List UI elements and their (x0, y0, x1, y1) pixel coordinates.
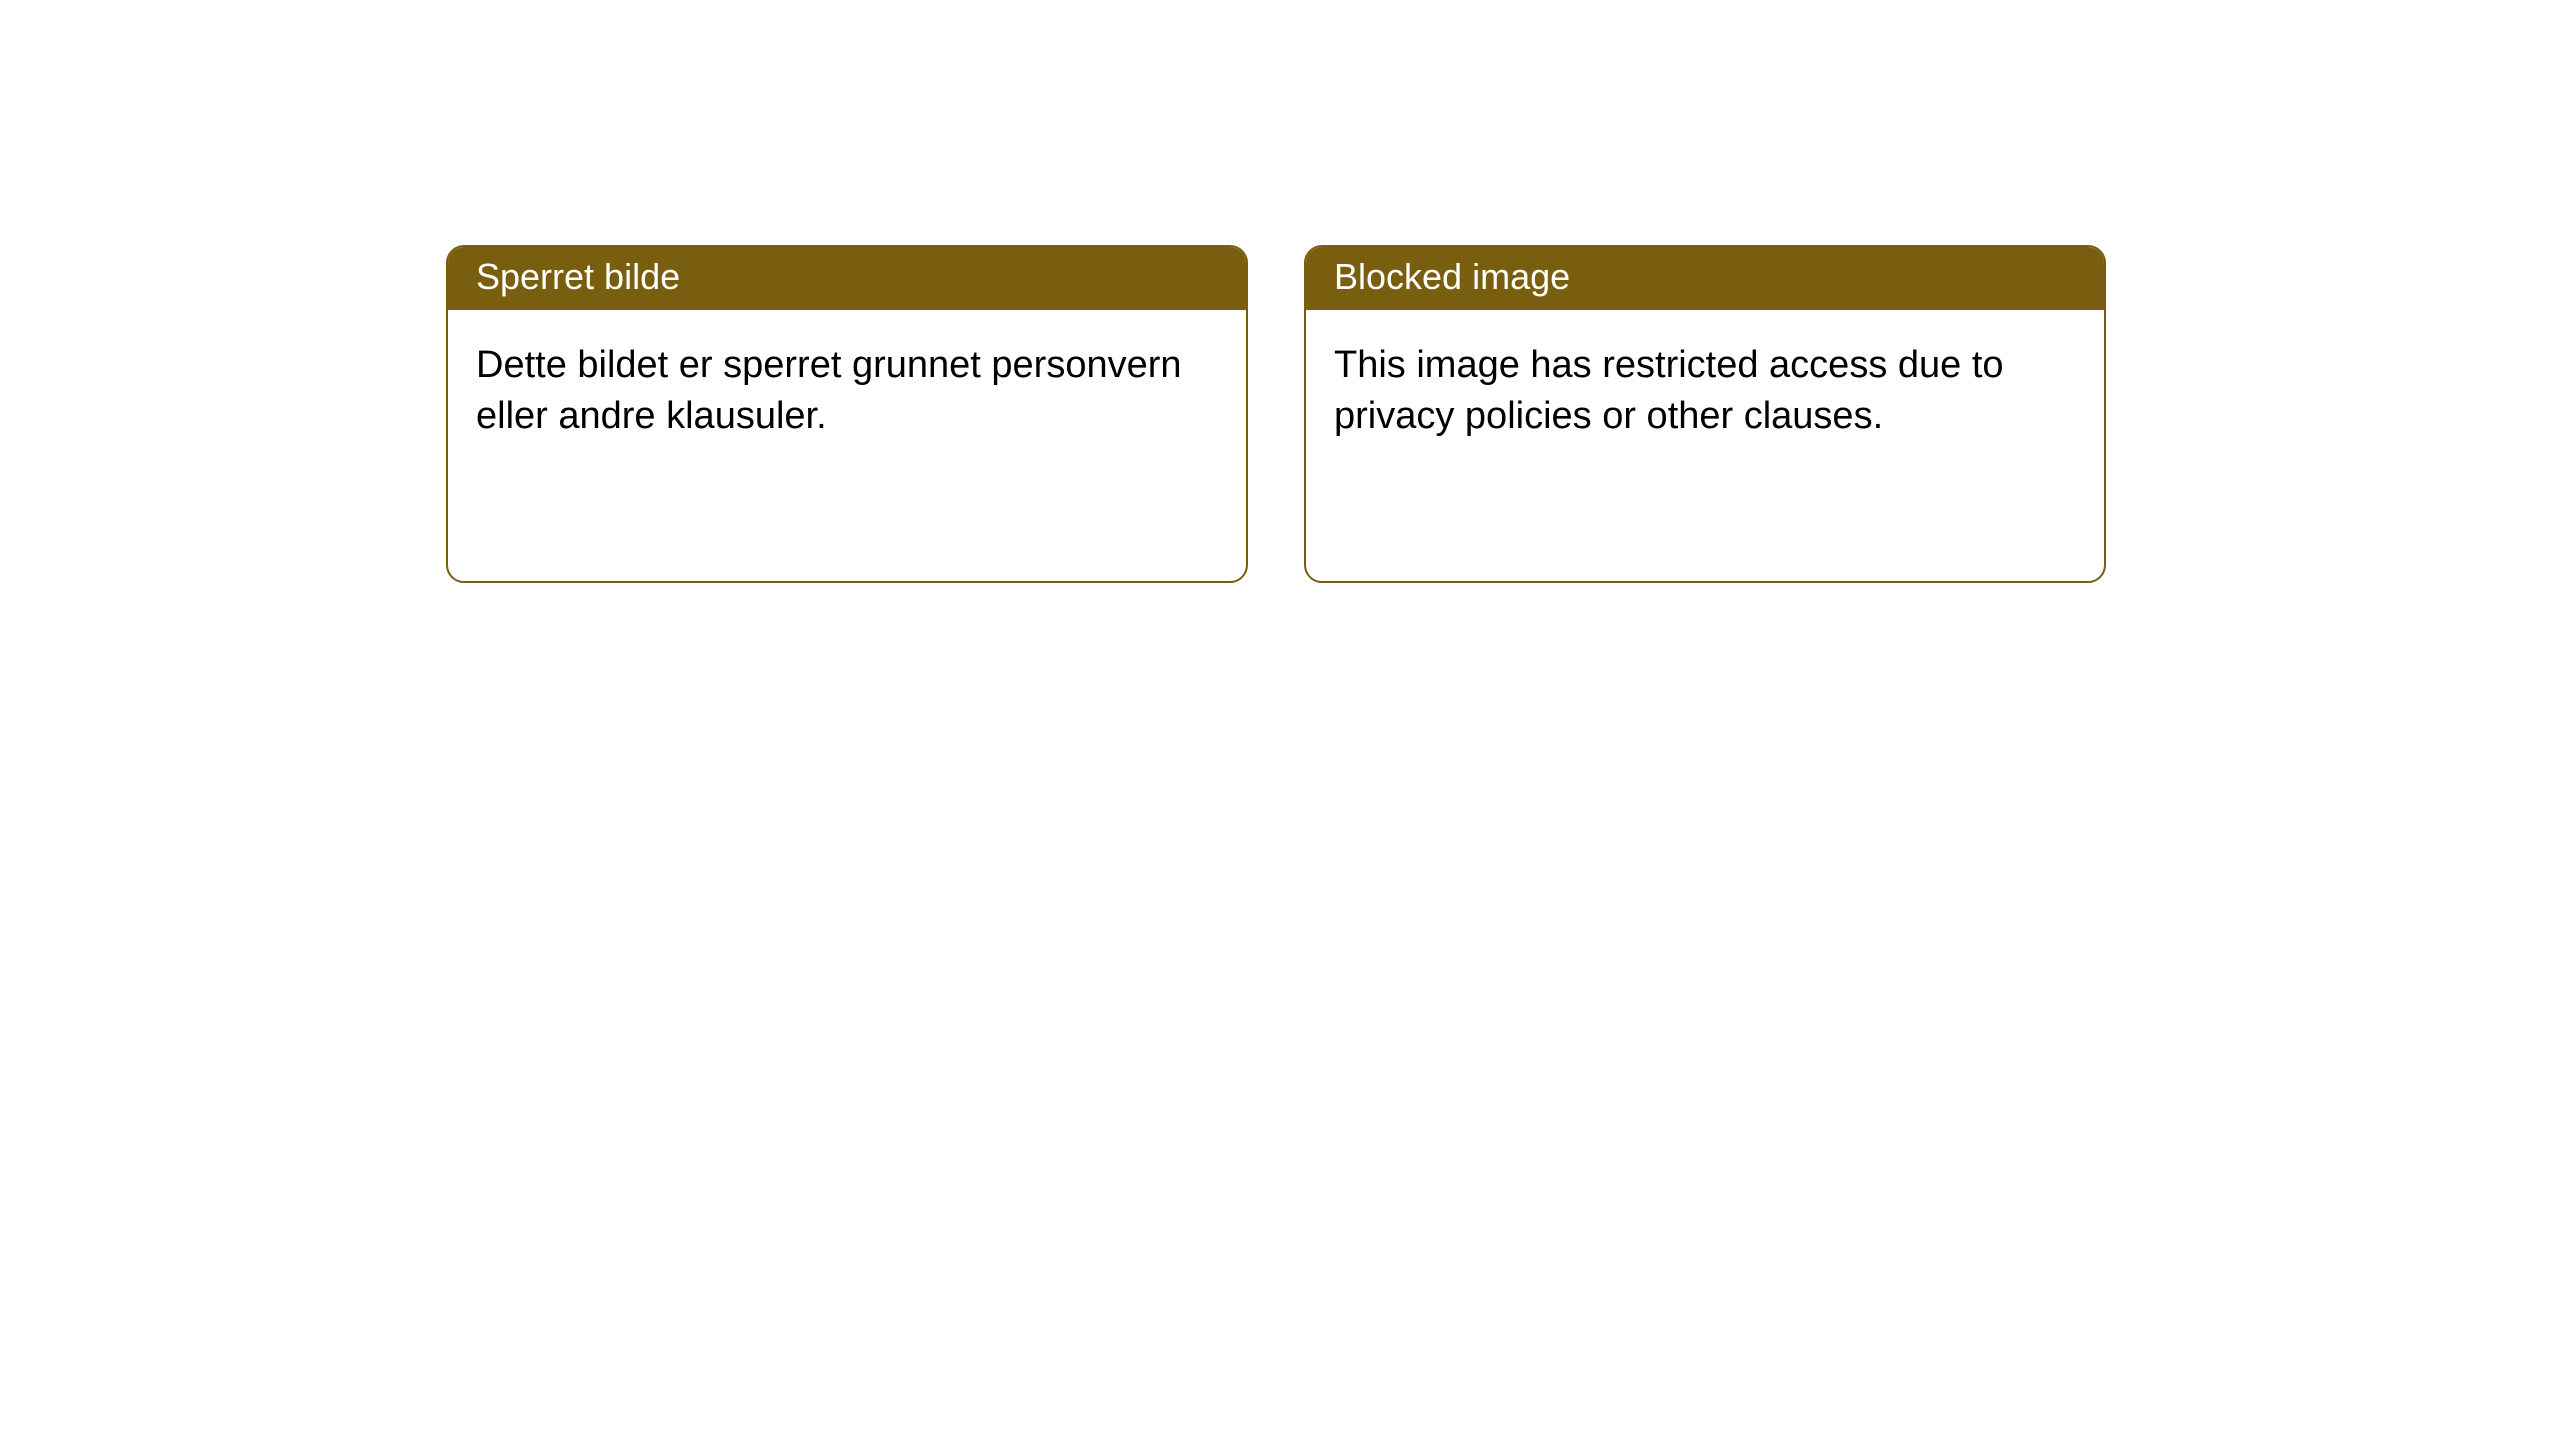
blocked-image-card-english: Blocked image This image has restricted … (1304, 245, 2106, 583)
blocked-image-card-norwegian: Sperret bilde Dette bildet er sperret gr… (446, 245, 1248, 583)
card-body-norwegian: Dette bildet er sperret grunnet personve… (448, 310, 1246, 473)
card-header-norwegian: Sperret bilde (448, 247, 1246, 310)
card-body-english: This image has restricted access due to … (1306, 310, 2104, 473)
notice-container: Sperret bilde Dette bildet er sperret gr… (0, 0, 2560, 583)
card-header-english: Blocked image (1306, 247, 2104, 310)
